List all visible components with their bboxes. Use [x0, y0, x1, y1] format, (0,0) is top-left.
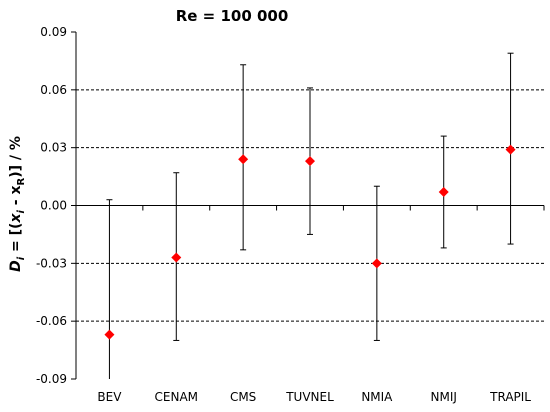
- gridlines: [76, 89, 544, 322]
- x-tick-label: NMIA: [361, 390, 393, 404]
- y-tick-label: -0.03: [36, 256, 67, 270]
- y-tick-label: 0.09: [40, 25, 67, 39]
- y-axis-label: Di = [(xi - xR)] / %: [8, 136, 27, 272]
- x-tick-label: CENAM: [155, 390, 199, 404]
- y-tick-label: -0.06: [36, 314, 67, 328]
- data-point: [505, 144, 516, 155]
- x-tick-label: CMS: [230, 390, 256, 404]
- data-points: [104, 144, 516, 340]
- x-tick-label: NMIJ: [431, 390, 457, 404]
- data-point: [171, 252, 182, 263]
- data-point: [371, 258, 382, 269]
- x-tick-label: TUVNEL: [285, 390, 334, 404]
- data-point: [104, 329, 115, 340]
- error-bar: [106, 199, 113, 379]
- x-tick-label: BEV: [97, 390, 122, 404]
- y-tick-label: 0.06: [40, 83, 67, 97]
- x-axis-ticks: BEV CENAM CMS TUVNEL NMIA NMIJ TRAPIL: [97, 390, 531, 404]
- data-point: [238, 154, 249, 165]
- y-tick-label: 0.03: [40, 141, 67, 155]
- chart-title: Re = 100 000: [176, 7, 289, 25]
- data-point: [305, 156, 315, 167]
- x-tick-label: TRAPIL: [489, 390, 531, 404]
- error-bars: [106, 52, 514, 379]
- y-axis-ticks: -0.09 -0.06 -0.03 0.00 0.03 0.06 0.09: [36, 25, 76, 386]
- data-point: [438, 187, 449, 198]
- y-tick-label: 0.00: [40, 199, 67, 213]
- y-tick-label: -0.09: [36, 372, 67, 386]
